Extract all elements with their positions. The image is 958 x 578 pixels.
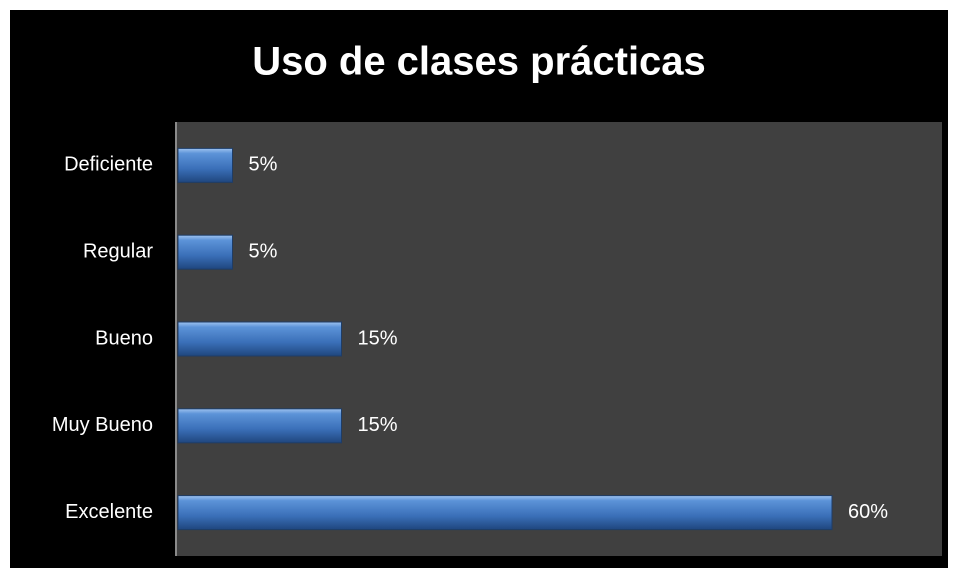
bar [177,234,233,270]
bar [177,495,833,531]
y-tick-label: Regular [83,240,153,262]
bar [177,147,233,183]
value-label: 15% [358,327,398,349]
y-tick-label: Excelente [65,501,153,523]
value-label: 5% [249,154,278,176]
bar [177,408,342,444]
y-tick-label: Deficiente [64,154,153,176]
y-tick-label: Muy Bueno [52,414,153,436]
value-label: 60% [848,501,888,523]
bar [177,321,342,357]
value-label: 5% [249,240,278,262]
y-tick-label: Bueno [95,327,153,349]
value-label: 15% [358,414,398,436]
chart-title: Uso de clases prácticas [252,40,706,84]
